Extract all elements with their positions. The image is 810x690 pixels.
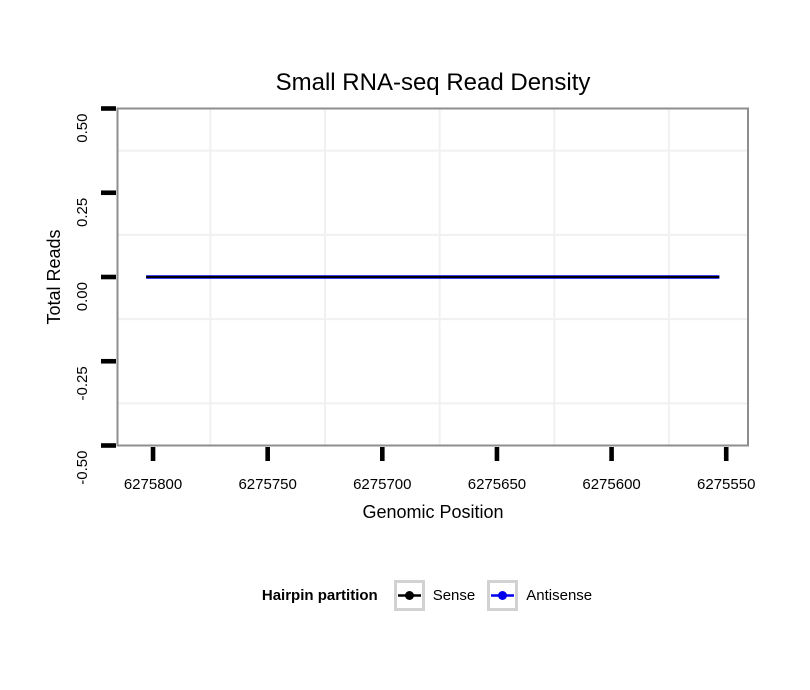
legend-item: Antisense [487, 579, 604, 611]
axis-ticks [101, 106, 729, 461]
y-tick-label: -0.50 [74, 451, 91, 485]
y-tick [101, 443, 116, 448]
y-tick [101, 106, 116, 111]
pointrange-key-icon [397, 590, 421, 600]
y-axis-title: Total Reads [44, 229, 64, 324]
y-tick [101, 358, 116, 364]
legend-item: Sense [393, 579, 488, 611]
chart-title: Small RNA-seq Read Density [276, 69, 591, 96]
x-tick [494, 447, 500, 461]
y-tick-label: 0.00 [74, 282, 91, 311]
legend: Hairpin partition Sense Antisense [118, 577, 748, 613]
x-tick-label: 6275600 [582, 476, 640, 493]
pointrange-key-icon [491, 590, 515, 600]
x-tick-label: 6275650 [468, 476, 526, 493]
legend-title: Hairpin partition [261, 586, 378, 604]
x-tick-label: 6275800 [124, 476, 182, 493]
legend-items: Sense Antisense [393, 579, 604, 611]
y-tick [101, 274, 116, 280]
axis-tick-labels: 6275800 6275750 6275700 6275650 6275600 62755… [74, 114, 755, 494]
legend-item-label: Antisense [526, 586, 593, 604]
y-tick-label: 0.25 [74, 198, 91, 227]
read-density-chart: 6275800 6275750 6275700 6275650 6275600 62755… [44, 69, 755, 522]
x-tick [150, 447, 156, 461]
legend-item-label: Sense [432, 586, 476, 604]
x-tick [380, 447, 385, 461]
panel-border [116, 107, 749, 447]
x-tick-label: 6275550 [697, 476, 755, 493]
legend-key [393, 579, 425, 611]
x-tick-label: 6275700 [353, 476, 411, 493]
y-tick-label: 0.50 [74, 114, 91, 143]
x-axis-title: Genomic Position [362, 502, 503, 522]
x-tick [265, 447, 270, 461]
x-tick [723, 447, 729, 461]
y-tick-label: -0.25 [74, 366, 91, 400]
y-tick [101, 190, 116, 196]
x-tick-label: 6275750 [238, 476, 296, 493]
x-tick [609, 447, 614, 461]
legend-key [487, 579, 519, 611]
